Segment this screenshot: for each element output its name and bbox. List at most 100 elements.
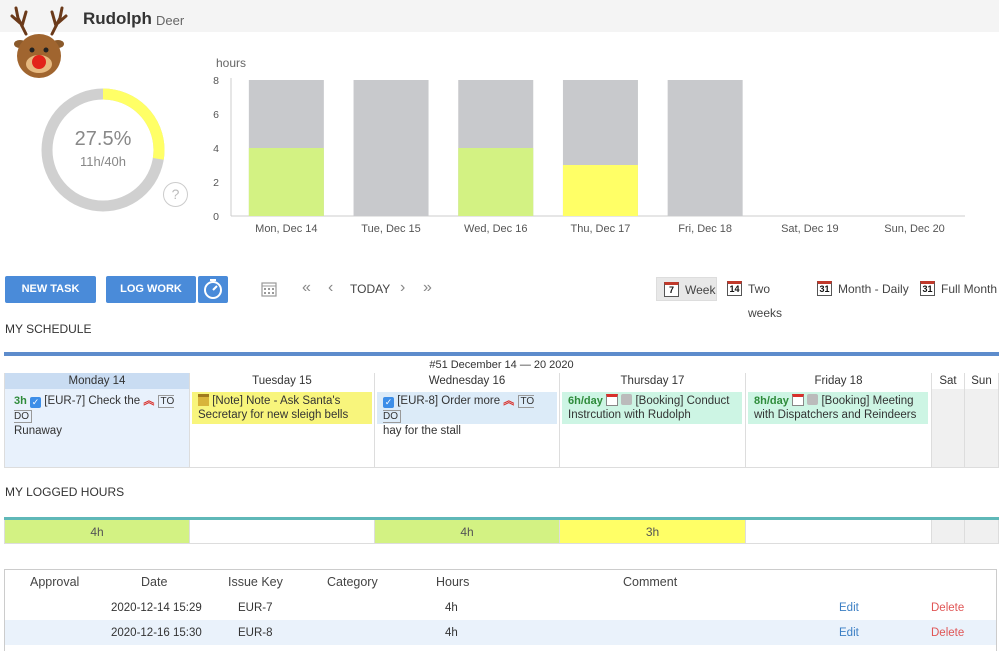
task-checkbox-icon: ✓ — [30, 397, 42, 408]
y-tick-label: 8 — [213, 75, 219, 87]
logged-cell-wednesday[interactable]: 4h — [375, 520, 560, 544]
note-title-cont: Secretary for new sleigh bells — [198, 409, 349, 421]
y-axis-label: hours — [216, 56, 246, 70]
row-issue-key: EUR-8 — [238, 627, 273, 639]
task-title: [EUR-7] Check the — [44, 395, 141, 407]
calendar-icon[interactable] — [261, 281, 277, 297]
view-week-label: Week — [685, 283, 716, 297]
workload-percent: 27.5% — [74, 128, 132, 150]
edit-link[interactable]: Edit — [839, 602, 859, 614]
view-two-weeks-label: Two weeks — [748, 282, 783, 320]
first-week-chevron-icon[interactable]: « — [302, 279, 311, 296]
logged-bar — [458, 148, 534, 216]
day-header: Thursday 17 — [620, 375, 685, 387]
note-title: [Note] Note - Ask Santa's — [212, 395, 341, 407]
task-card[interactable]: 3h ✓ [EUR-7] Check the ︽ TO DO Runaway — [8, 392, 186, 440]
logged-bar — [562, 165, 638, 216]
logged-cell-monday[interactable]: 4h — [4, 520, 190, 544]
logged-cell-tuesday[interactable] — [190, 520, 375, 544]
day-column-wednesday[interactable]: Wednesday 16 ✓ [EUR-8] Order more ︽ TO D… — [375, 373, 560, 468]
delete-link[interactable]: Delete — [931, 627, 965, 639]
help-icon[interactable]: ? — [163, 182, 188, 207]
y-tick-label: 6 — [213, 109, 219, 121]
logged-cell-friday[interactable] — [746, 520, 932, 544]
booking-status-icon — [621, 394, 633, 405]
schedule-divider — [4, 352, 999, 356]
view-two-weeks-button[interactable]: 14 Two weeks — [720, 277, 806, 320]
day-header: Monday 14 — [5, 373, 189, 389]
timer-button[interactable] — [198, 276, 228, 303]
schedule-bottom-border — [4, 467, 999, 468]
column-header-issue-key[interactable]: Issue Key — [228, 575, 283, 589]
workload-hours: 11h/40h — [79, 154, 127, 169]
calendar-31-icon: 31 — [920, 281, 935, 296]
booking-title-cont: Instrcution with Rudolph — [568, 409, 691, 421]
row-hours: 4h — [445, 602, 458, 614]
calendar-31-icon: 31 — [817, 281, 832, 296]
x-tick-label: Mon, Dec 14 — [255, 223, 317, 235]
priority-high-icon: ︽ — [503, 395, 515, 407]
column-header-date[interactable]: Date — [141, 575, 168, 589]
user-role: Deer — [156, 13, 185, 28]
row-issue-key: EUR-7 — [238, 602, 273, 614]
day-header: Friday 18 — [814, 375, 863, 387]
day-column-tuesday[interactable]: Tuesday 15 [Note] Note - Ask Santa's Sec… — [190, 373, 375, 468]
view-week-button[interactable]: 7 Week — [656, 277, 717, 301]
edit-link[interactable]: Edit — [839, 627, 859, 639]
column-header-approval[interactable]: Approval — [30, 575, 80, 589]
booking-status-icon — [807, 394, 819, 405]
note-icon — [198, 394, 209, 406]
day-column-thursday[interactable]: Thursday 17 6h/day [Booking] Conduct Ins… — [560, 373, 746, 468]
priority-high-icon: ︽ — [143, 395, 155, 407]
day-column-sunday[interactable]: Sun — [965, 373, 999, 468]
logged-cell-thursday[interactable]: 3h — [560, 520, 746, 544]
day-column-friday[interactable]: Friday 18 8h/day [Booking] Meeting with … — [746, 373, 932, 468]
calendar-14-icon: 14 — [727, 281, 742, 296]
delete-link[interactable]: Delete — [931, 602, 965, 614]
view-month-daily-label: Month - Daily — [838, 282, 909, 296]
column-header-comment[interactable]: Comment — [623, 575, 678, 589]
booking-title: [Booking] Conduct — [635, 395, 730, 407]
booking-calendar-icon — [606, 394, 619, 406]
x-tick-label: Sun, Dec 20 — [884, 223, 945, 235]
x-tick-label: Tue, Dec 15 — [361, 223, 421, 235]
table-row[interactable]: 2020-12-16 15:30 EUR-8 4h Edit Delete — [5, 620, 996, 645]
logged-cell-saturday[interactable] — [932, 520, 965, 544]
booking-card[interactable]: 8h/day [Booking] Meeting with Dispatcher… — [748, 392, 928, 424]
task-hours: 3h — [14, 395, 27, 407]
next-week-chevron-icon[interactable]: › — [400, 279, 406, 296]
new-task-button[interactable]: NEW TASK — [5, 276, 96, 303]
booking-hours: 8h/day — [754, 395, 789, 407]
donut-progress-arc — [41, 88, 165, 212]
note-card[interactable]: [Note] Note - Ask Santa's Secretary for … — [192, 392, 372, 424]
view-full-month-label: Full Month — [941, 282, 998, 296]
prev-week-chevron-icon[interactable]: ‹ — [328, 279, 334, 296]
hours-bar-chart: hours 0 2 4 6 8 Mon, Dec 14 Tue, Dec 15 Wed, Dec… — [213, 56, 965, 235]
day-column-monday[interactable]: Monday 14 3h ✓ [EUR-7] Check the ︽ TO DO… — [4, 373, 190, 468]
day-column-saturday[interactable]: Sat — [932, 373, 965, 468]
x-tick-label: Sat, Dec 19 — [781, 223, 838, 235]
column-header-category[interactable]: Category — [327, 575, 378, 589]
row-hours: 4h — [445, 627, 458, 639]
reindeer-avatar-icon — [10, 6, 68, 78]
logged-hours-title: MY LOGGED HOURS — [5, 485, 125, 499]
column-header-hours[interactable]: Hours — [436, 575, 470, 589]
x-tick-label: Wed, Dec 16 — [464, 223, 527, 235]
table-row[interactable]: 2020-12-14 15:29 EUR-7 4h Edit Delete — [5, 595, 996, 620]
log-work-button[interactable]: LOG WORK — [106, 276, 196, 303]
day-header: Wednesday 16 — [428, 375, 506, 387]
view-full-month-button[interactable]: 31 Full Month — [913, 277, 999, 301]
task-card[interactable]: ✓ [EUR-8] Order more ︽ TO DO hay for the… — [377, 392, 557, 437]
schedule-title: MY SCHEDULE — [5, 322, 92, 336]
today-button[interactable]: TODAY — [350, 282, 391, 296]
last-week-chevron-icon[interactable]: » — [423, 279, 432, 296]
y-tick-label: 2 — [213, 177, 219, 189]
capacity-bar — [667, 80, 743, 216]
week-label: #51 December 14 — 20 2020 — [429, 359, 574, 371]
user-header — [0, 0, 999, 32]
logged-cell-sunday[interactable] — [965, 520, 999, 544]
y-tick-label: 4 — [213, 143, 219, 155]
view-month-daily-button[interactable]: 31 Month - Daily — [810, 277, 909, 301]
calendar-7-icon: 7 — [664, 282, 679, 297]
booking-card[interactable]: 6h/day [Booking] Conduct Instrcution wit… — [562, 392, 742, 424]
